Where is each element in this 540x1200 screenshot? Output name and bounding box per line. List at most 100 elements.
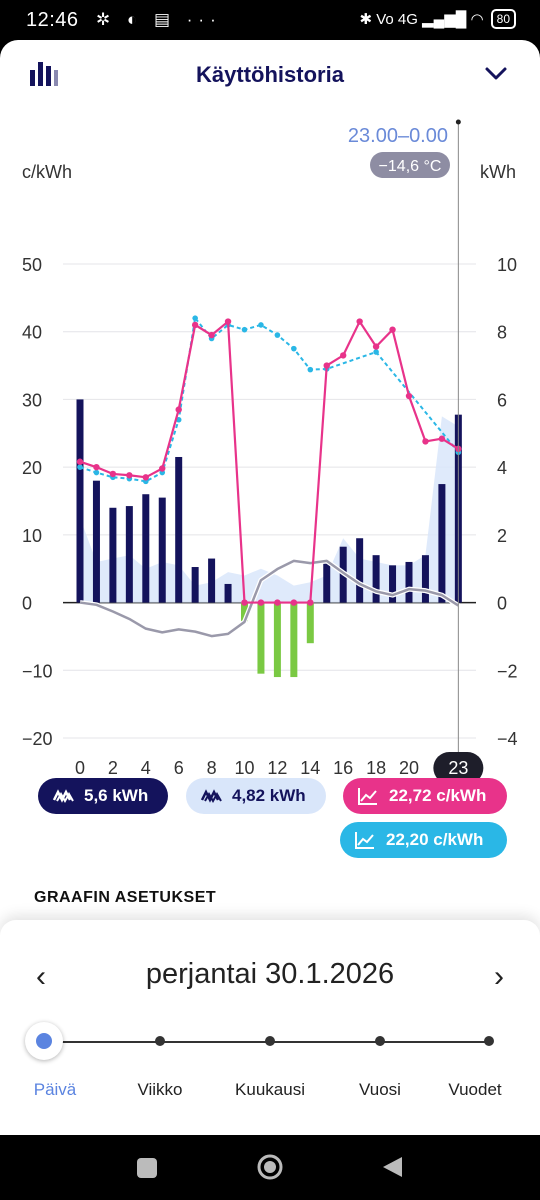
consumption-bar — [208, 558, 216, 603]
price-point-cyan — [192, 315, 198, 321]
x-tick: 8 — [207, 758, 217, 778]
x-tick: 20 — [399, 758, 419, 778]
page-title: Käyttöhistoria — [196, 62, 344, 87]
legend-price-cyan-value: 22,20 c/kWh — [386, 830, 484, 849]
price-point-cyan — [93, 469, 100, 476]
price-point-pink — [372, 343, 380, 350]
legend-price-pink[interactable]: 22,72 c/kWh — [343, 778, 507, 814]
status-time: 12:46 — [26, 9, 79, 31]
consumption-bar — [92, 480, 100, 603]
y-tick-right: 4 — [497, 458, 507, 478]
consumption-bar — [290, 602, 298, 678]
comparison-area — [80, 416, 459, 603]
back-icon[interactable] — [380, 1155, 404, 1179]
price-line-pink — [79, 319, 459, 604]
y-tick-right: −2 — [497, 661, 518, 681]
y-tick-left: −10 — [22, 661, 53, 681]
selected-hour-badge-text: 23 — [448, 758, 468, 778]
legend-price-pink-value: 22,72 c/kWh — [389, 786, 487, 805]
range-slider-handle[interactable] — [25, 1022, 63, 1060]
price-point-pink — [109, 470, 117, 478]
status-bar: 12:46 ✲ ◐ ▤ ··· ✱ Vo 4G ▂▄▆█ ◠ 80 — [0, 0, 540, 40]
price-point-pink — [307, 599, 314, 606]
range-dot-week[interactable] — [155, 1036, 165, 1046]
line-chart-icon — [358, 788, 377, 805]
line-chart-icon — [355, 832, 374, 849]
price-point-pink — [405, 392, 413, 400]
bar-chart-icon[interactable] — [28, 58, 60, 88]
x-tick: 10 — [234, 758, 254, 778]
legend-comparison[interactable]: 4,82 kWh — [186, 778, 326, 814]
y-tick-left: 20 — [22, 458, 42, 478]
price-point-cyan — [291, 345, 297, 352]
price-point-pink — [290, 599, 298, 606]
legend-consumption[interactable]: 5,6 kWh — [38, 778, 168, 814]
range-month[interactable]: Kuukausi — [235, 1080, 305, 1099]
price-point-cyan — [274, 332, 281, 338]
heat-waves-icon — [52, 789, 74, 804]
date-picker-panel: ‹ perjantai 30.1.2026 › Päivä Viikko Kuu… — [0, 920, 540, 1135]
consumption-bar — [356, 538, 364, 603]
range-dot-years[interactable] — [484, 1036, 494, 1046]
legend-consumption-value: 5,6 kWh — [84, 786, 149, 805]
y-tick-right: 8 — [497, 323, 507, 343]
range-day[interactable]: Päivä — [33, 1080, 77, 1099]
x-tick: 16 — [333, 758, 353, 778]
price-point-pink — [389, 326, 396, 333]
consumption-bar — [323, 563, 331, 603]
price-point-pink — [191, 321, 199, 329]
system-nav-bar — [0, 1135, 540, 1200]
price-point-cyan — [307, 366, 314, 373]
x-tick: 14 — [300, 758, 320, 778]
previous-day-button[interactable]: ‹ — [36, 960, 46, 993]
consumption-bar — [257, 602, 265, 674]
price-line-cyan — [79, 315, 460, 483]
legend-comparison-value: 4,82 kWh — [232, 786, 306, 805]
selected-hour-label: 23.00–0.00 — [348, 125, 448, 147]
legend-price-cyan[interactable]: 22,20 c/kWh — [340, 822, 507, 858]
range-dot-month[interactable] — [265, 1036, 275, 1046]
y-tick-right: 0 — [497, 594, 507, 614]
next-day-button[interactable]: › — [494, 960, 504, 993]
consumption-bar — [372, 555, 380, 603]
price-point-pink — [208, 331, 215, 339]
price-point-cyan — [241, 326, 248, 333]
x-tick: 18 — [366, 758, 386, 778]
price-point-pink — [323, 362, 330, 369]
signal-icons: ✱ Vo 4G ▂▄▆█ ◠ — [359, 11, 484, 28]
y-tick-left: 30 — [22, 390, 42, 410]
heat-waves-icon — [200, 789, 222, 804]
temperature-badge — [370, 152, 450, 178]
temperature-badge-text: −14,6 °C — [379, 158, 442, 175]
price-point-pink — [257, 599, 265, 606]
recents-icon[interactable] — [136, 1157, 158, 1179]
consumption-bar — [191, 567, 199, 603]
y-tick-right: 10 — [497, 255, 517, 275]
range-dot-year[interactable] — [375, 1036, 385, 1046]
status-system-icons: ✱ Vo 4G ▂▄▆█ ◠ 80 — [359, 9, 516, 29]
consumption-bar — [273, 602, 281, 678]
temperature-curve — [79, 559, 460, 638]
consumption-bar — [109, 507, 117, 603]
consumption-bar — [125, 506, 133, 603]
range-week[interactable]: Viikko — [137, 1080, 183, 1099]
x-tick: 2 — [108, 758, 118, 778]
y-tick-right: 2 — [497, 526, 507, 546]
range-year[interactable]: Vuosi — [359, 1080, 401, 1099]
consumption-bar — [175, 456, 183, 603]
price-point-pink — [340, 352, 347, 359]
price-point-cyan — [258, 322, 264, 328]
y-tick-left: 10 — [22, 526, 42, 546]
consumption-bar — [241, 602, 248, 622]
selected-hour-dot — [455, 119, 461, 125]
y-tick-left: 0 — [22, 594, 32, 614]
chevron-down-icon[interactable] — [484, 66, 508, 82]
x-tick: 12 — [267, 758, 287, 778]
consumption-bar — [405, 561, 413, 603]
x-tick: 6 — [174, 758, 184, 778]
home-icon[interactable] — [256, 1153, 284, 1181]
range-years[interactable]: Vuodet — [448, 1080, 502, 1099]
battery-icon: 80 — [490, 9, 516, 29]
consumption-bar — [438, 484, 446, 603]
